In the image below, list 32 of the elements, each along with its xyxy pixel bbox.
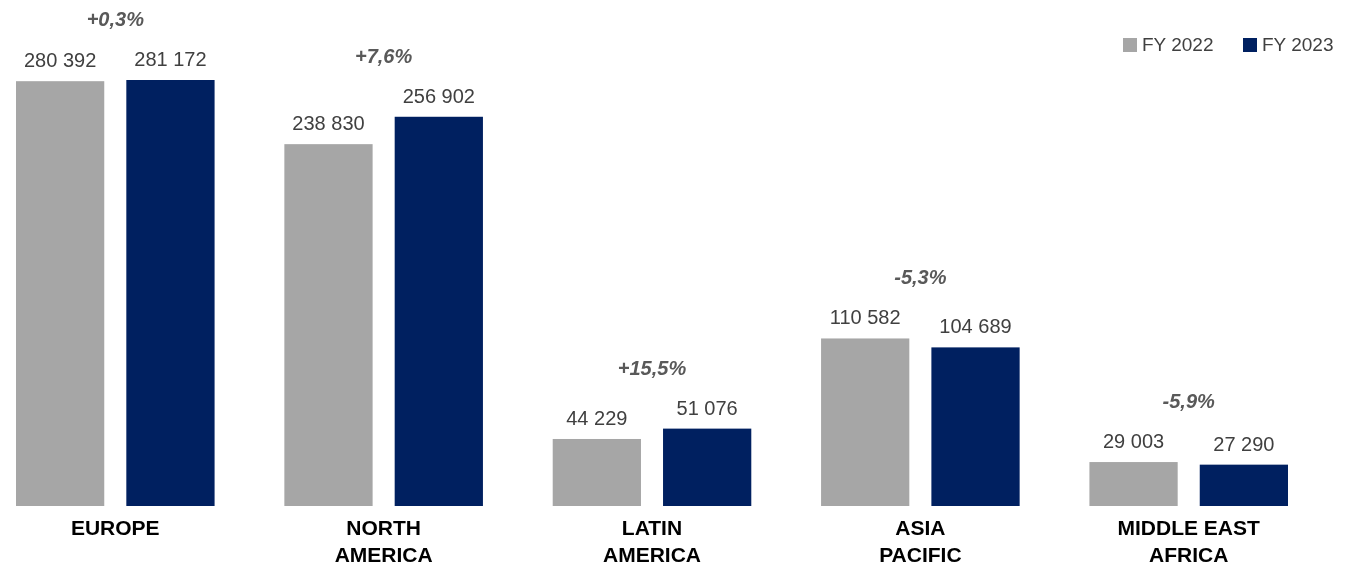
bar [16,81,105,506]
bar [394,116,483,506]
legend-label: FY 2022 [1142,34,1214,55]
data-label: 29 003 [1102,430,1165,453]
data-label: 256 902 [402,84,475,107]
bar [1089,462,1178,506]
x-tick-label: EUROPE [70,516,160,539]
annotation: +15,5% [617,356,687,379]
data-label: 104 689 [939,315,1012,338]
bar [931,347,1020,506]
bar [663,428,752,506]
data-label: 44 229 [566,406,628,429]
data-label: 281 172 [134,48,207,70]
data-label: 27 290 [1213,432,1275,455]
data-label: 238 830 [292,112,365,135]
x-tick-label: LATIN AMERICA [603,516,701,566]
bar [821,338,910,506]
legend-label: FY 2023 [1262,34,1334,55]
text: +0,3% [86,8,145,30]
annotation: -5,9% [1162,390,1216,413]
x-tick-label: NORTH AMERICA [334,516,433,566]
bar [284,144,373,506]
x-tick-label: ASIA PACIFIC [879,516,962,566]
x-tick-label: MIDDLE EAST AFRICA [1117,516,1261,566]
bar [552,438,641,506]
annotation: -5,3% [894,266,947,289]
data-label: 51 076 [676,396,738,419]
data-label: 110 582 [829,306,901,329]
bar [126,80,215,506]
bar [1199,464,1288,506]
text: +7,6% [355,44,413,67]
data-label: 280 392 [23,49,97,72]
